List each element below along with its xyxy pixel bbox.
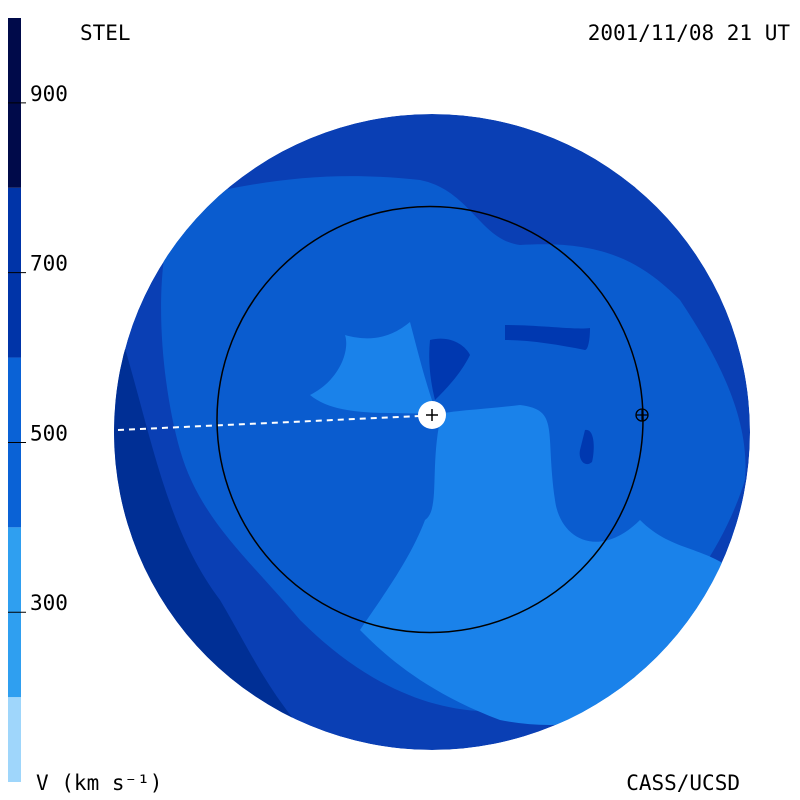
dark-patch <box>579 429 594 465</box>
dark-patch <box>429 338 470 400</box>
earth-cross <box>636 409 648 421</box>
colorbar-band <box>8 697 21 782</box>
velocity-disk <box>114 114 750 750</box>
sun-cross <box>426 409 438 421</box>
fast-region <box>310 322 555 525</box>
observatory: STEL <box>80 21 131 45</box>
timestamp: 2001/11/08 21 UT <box>588 21 791 45</box>
colorbar: 300 500 700 900 <box>8 18 68 782</box>
colorbar-tick-label: 500 <box>30 421 68 445</box>
colorbar-tick-label: 700 <box>30 252 68 276</box>
dark-patch <box>505 325 590 350</box>
colorbar-tick-label: 300 <box>30 591 68 615</box>
colorbar-label: V (km s⁻¹) <box>36 771 162 795</box>
earth-orbit <box>216 205 644 634</box>
credit: CASS/UCSD <box>626 771 740 795</box>
colorbar-tick-label: 900 <box>30 82 68 106</box>
